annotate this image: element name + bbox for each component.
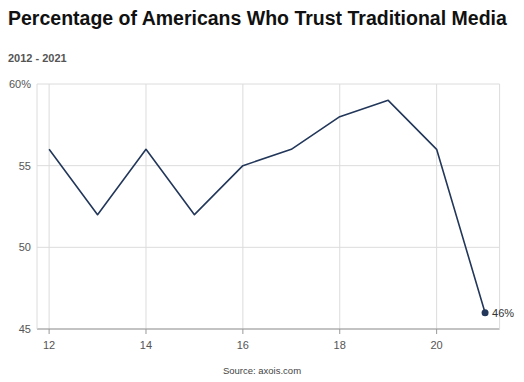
- x-grid-line: [242, 84, 243, 329]
- y-tick-label: 60%: [9, 78, 31, 90]
- x-tick-label: 20: [431, 339, 443, 351]
- x-grid-line: [339, 84, 340, 329]
- chart-svg: Percentage of Americans Who Trust Tradit…: [0, 0, 524, 382]
- y-tick-label: 50: [19, 241, 31, 253]
- y-grid-line: [37, 165, 500, 166]
- plot-right-edge: [499, 84, 500, 329]
- trust-line: [49, 100, 485, 312]
- x-tick-label: 18: [334, 339, 346, 351]
- chart-root: Percentage of Americans Who Trust Tradit…: [0, 0, 524, 382]
- x-tick-mark: [49, 329, 50, 334]
- y-tick-label: 55: [19, 160, 31, 172]
- y-grid-line: [37, 84, 500, 85]
- y-grid-line: [37, 329, 500, 330]
- x-axis-line: [37, 329, 500, 330]
- x-grid-line: [49, 84, 50, 329]
- x-tick-label: 12: [43, 339, 55, 351]
- x-tick-mark: [339, 329, 340, 334]
- subtitle: 2012 - 2021: [8, 52, 67, 64]
- y-grid-line: [37, 247, 500, 248]
- plot-area: [49, 100, 488, 316]
- x-tick-mark: [145, 329, 146, 334]
- end-point: [482, 309, 489, 316]
- plot-left-edge: [37, 84, 38, 329]
- source: Source: axois.com: [223, 365, 301, 376]
- y-tick-label: 45: [19, 323, 31, 335]
- x-tick-mark: [242, 329, 243, 334]
- x-grid-line: [436, 84, 437, 329]
- x-tick-label: 16: [237, 339, 249, 351]
- data-label: 46%: [492, 307, 514, 319]
- x-tick-mark: [436, 329, 437, 334]
- title: Percentage of Americans Who Trust Tradit…: [8, 7, 507, 29]
- x-grid-line: [145, 84, 146, 329]
- x-tick-label: 14: [140, 339, 152, 351]
